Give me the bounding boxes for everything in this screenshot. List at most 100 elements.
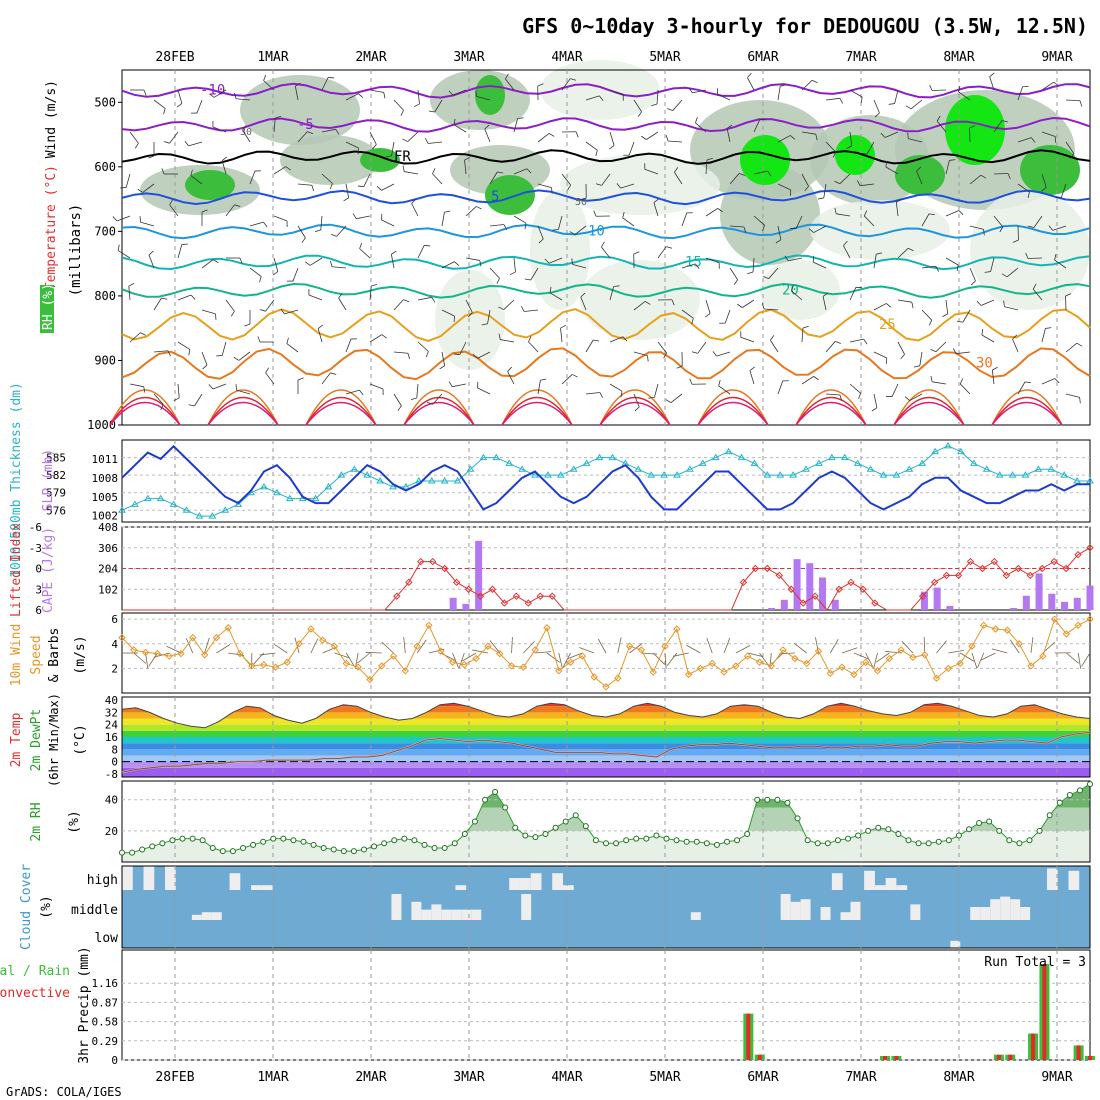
wind-barb — [513, 168, 528, 175]
lifted-marker — [405, 578, 413, 587]
wind-barb — [503, 299, 515, 310]
wind-barb — [537, 183, 552, 189]
wind-speed-marker — [413, 642, 421, 650]
wind-barb — [945, 210, 960, 217]
thickness-marker — [492, 453, 501, 461]
cloud-bar-middle — [970, 907, 981, 920]
date-label-bottom: 6MAR — [747, 1070, 778, 1085]
wind-barb-feather — [749, 366, 755, 371]
wind-speed-marker — [472, 654, 480, 663]
rh-marker — [1056, 799, 1063, 806]
hot-temperature-arc — [109, 396, 181, 426]
wind-barb-feather — [957, 320, 964, 323]
wind-barb-feather — [454, 261, 460, 266]
wind-barb — [956, 351, 971, 355]
wind-barb — [705, 160, 708, 175]
wind-barb-feather — [209, 93, 215, 98]
wind-barb — [530, 267, 539, 281]
wind-barb — [561, 78, 571, 91]
wind-barb-feather — [498, 333, 501, 340]
lifted-tick-label: 3 — [35, 583, 42, 596]
wind-speed-marker — [1039, 652, 1047, 660]
wind-barb — [668, 140, 683, 143]
wind-barb — [777, 86, 781, 101]
cloud-bar-high — [1046, 868, 1058, 890]
wind-barb-feather — [239, 257, 243, 264]
wind-barb-feather — [599, 95, 604, 101]
wind-barb-feather — [762, 225, 765, 231]
wind-barb-feather — [580, 292, 586, 298]
wind-barb — [125, 173, 131, 188]
wind-barb — [434, 99, 443, 113]
wind-barb-feather — [904, 396, 910, 401]
wind-barb-feather — [497, 171, 504, 174]
wind-barb-feather — [359, 242, 363, 249]
wind-barb — [153, 393, 164, 405]
pressure-tick-label: 1000 — [87, 418, 116, 432]
wind-barb — [1081, 652, 1091, 667]
wind-barb-feather — [216, 355, 223, 357]
wind-barb — [465, 206, 477, 217]
wind-barb-feather — [593, 210, 597, 217]
rh-marker — [925, 840, 932, 847]
wind-barb — [308, 294, 323, 301]
rh-marker — [754, 796, 761, 803]
lifted-marker — [488, 585, 497, 593]
panel-frame — [121, 696, 1091, 778]
wind-speed-marker — [130, 646, 138, 654]
lifted-marker — [512, 592, 521, 600]
wind-barb-feather — [718, 379, 721, 386]
thickness-marker — [1086, 477, 1094, 484]
wind-barb — [129, 131, 139, 144]
wind-barb-feather — [1079, 397, 1081, 404]
wind-barb-feather — [1024, 381, 1031, 384]
wind-tick-label: 2 — [111, 662, 118, 675]
wind-speed-marker — [354, 663, 362, 671]
wind-speed-marker — [897, 646, 905, 654]
wind-barb — [752, 257, 755, 272]
wind-barb — [537, 380, 541, 395]
wind-barb — [657, 341, 667, 354]
thickness-marker — [1060, 471, 1069, 478]
wind-barb — [116, 215, 131, 222]
wind-barb-feather — [540, 378, 547, 381]
date-label-top: 2MAR — [355, 50, 386, 65]
wind-barb — [717, 93, 731, 101]
wind-barb-feather — [426, 401, 433, 405]
wind-barb — [561, 374, 573, 385]
wind-barb-feather — [1027, 191, 1030, 198]
wind-barb — [284, 309, 299, 315]
wind-barb-feather — [1079, 100, 1083, 107]
thickness-tick-label: 576 — [46, 504, 66, 517]
rh-marker — [310, 841, 317, 848]
hot-temperature-arc — [207, 396, 279, 426]
wind-barb — [873, 351, 887, 359]
wind-barb — [1017, 137, 1032, 143]
cloud-bar-high — [455, 885, 467, 890]
temp-label-3: (6hr Min/Max) — [47, 693, 61, 787]
wind-barb — [465, 299, 473, 313]
cape-bar — [1073, 597, 1081, 610]
rh-marker — [522, 832, 529, 839]
wind-barb — [345, 389, 360, 395]
wind-barb — [489, 267, 500, 279]
lifted-marker — [918, 592, 927, 600]
wind-speed-marker — [177, 649, 185, 658]
thickness-marker — [918, 459, 927, 466]
rh-marker — [976, 820, 983, 827]
thickness-marker — [440, 477, 449, 484]
hot-temperature-arc — [207, 389, 279, 426]
cloud-bar-middle — [1010, 899, 1021, 920]
wind-barb — [580, 296, 587, 311]
thickness-marker — [582, 459, 591, 466]
pressure-tick-label: 500 — [94, 95, 116, 109]
wind-barb — [633, 301, 646, 311]
wind-barb-feather — [169, 199, 174, 206]
temp-tick-label: 0 — [111, 756, 118, 769]
cloud-bar-high — [1068, 870, 1080, 890]
wind-barb — [177, 383, 180, 398]
wind-barb — [697, 341, 707, 354]
wind-barb-feather — [665, 399, 672, 403]
rh-marker — [713, 841, 720, 848]
wind-barb-feather — [876, 252, 883, 255]
